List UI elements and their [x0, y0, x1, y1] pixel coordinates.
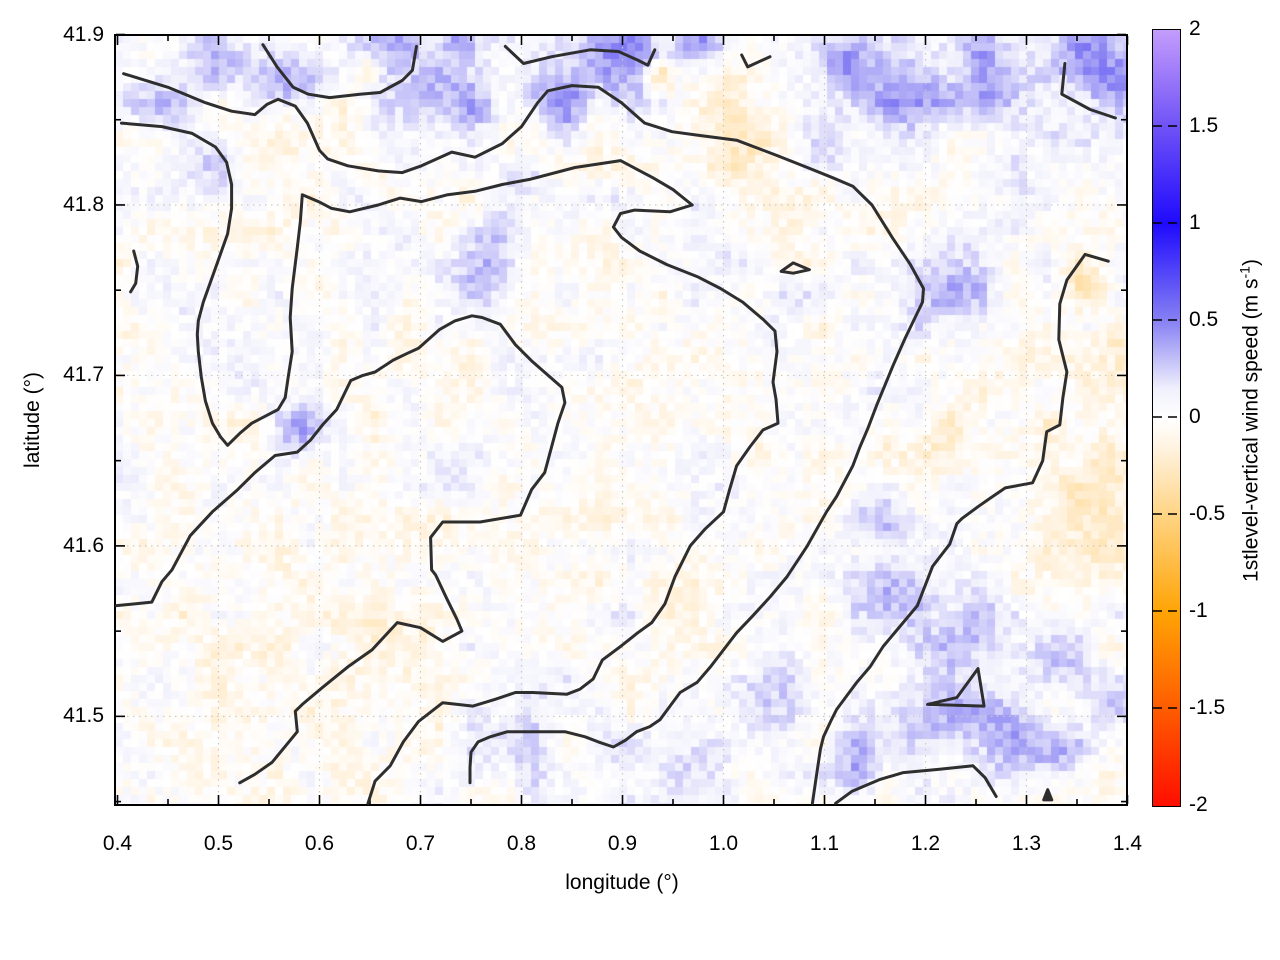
colorbar-tick-label: -2	[1189, 793, 1208, 816]
colorbar-tick-label: -0.5	[1189, 502, 1226, 525]
x-tick-label: 0.7	[405, 832, 436, 855]
colorbar-tick-label: -1	[1189, 599, 1208, 622]
colorbar-tick-label: -1.5	[1189, 696, 1226, 719]
x-tick-label: 0.9	[607, 832, 638, 855]
x-tick-label: 1.4	[1112, 832, 1143, 855]
y-tick-label: 41.8	[63, 192, 104, 216]
y-tick-label: 41.7	[63, 363, 104, 387]
x-tick-label: 1.1	[809, 832, 840, 855]
colorbar-label-close: )	[1239, 259, 1263, 267]
colorbar-tick-label: 1	[1189, 211, 1201, 234]
x-tick-label: 1.0	[708, 832, 739, 855]
x-tick-label: 0.6	[304, 832, 335, 855]
x-tick-label: 0.5	[203, 832, 234, 855]
colorbar	[1152, 29, 1181, 807]
x-tick-label: 1.2	[910, 832, 941, 855]
heatmap-canvas	[115, 35, 1127, 805]
colorbar-tick-label: 2	[1189, 17, 1201, 40]
x-axis-label: longitude (°)	[565, 871, 679, 894]
colorbar-tick-label: 0	[1189, 405, 1201, 428]
colorbar-tick-label: 0.5	[1189, 308, 1219, 331]
y-tick-label: 41.9	[63, 22, 104, 46]
x-tick-label: 0.4	[102, 832, 133, 855]
y-tick-label: 41.5	[63, 704, 104, 728]
y-tick-label: 41.6	[63, 533, 104, 557]
y-axis-label: latitude (°)	[21, 372, 44, 468]
x-tick-label: 0.8	[506, 832, 537, 855]
x-tick-label: 1.3	[1011, 832, 1042, 855]
colorbar-tick-label: 1.5	[1189, 114, 1219, 137]
colorbar-label-superscript: -1	[1236, 266, 1253, 279]
colorbar-gradient	[1153, 30, 1180, 806]
